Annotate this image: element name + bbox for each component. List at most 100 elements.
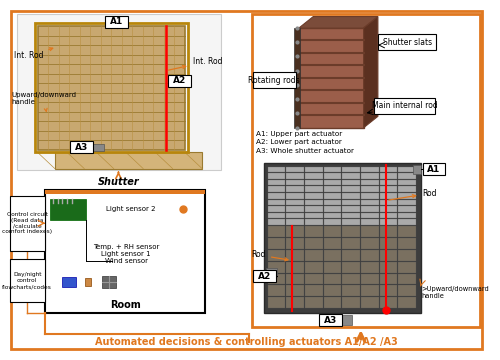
Text: Shutter slats: Shutter slats — [383, 38, 432, 47]
Text: Automated decisions & controlling actuators A1/A2 /A3: Automated decisions & controlling actuat… — [96, 337, 398, 347]
Bar — [268, 274, 285, 284]
Bar — [324, 193, 342, 199]
FancyBboxPatch shape — [378, 34, 436, 50]
FancyBboxPatch shape — [10, 259, 45, 302]
Bar — [324, 250, 342, 261]
Bar — [38, 26, 185, 150]
Bar — [342, 262, 360, 273]
Bar — [380, 173, 398, 179]
Bar — [324, 199, 342, 205]
Bar — [361, 250, 378, 261]
Bar — [361, 180, 378, 185]
Bar — [268, 250, 285, 261]
Text: Control circuit
(Read data
/calculate
comfort indexes): Control circuit (Read data /calculate co… — [2, 212, 52, 234]
FancyBboxPatch shape — [10, 196, 45, 251]
Bar — [380, 193, 398, 199]
Bar — [342, 274, 360, 284]
Bar — [342, 219, 360, 225]
Bar — [268, 167, 285, 172]
Bar — [380, 274, 398, 284]
Bar — [62, 277, 76, 287]
Bar — [339, 315, 352, 325]
Bar — [305, 219, 322, 225]
FancyBboxPatch shape — [168, 75, 190, 87]
Bar — [398, 206, 416, 212]
Bar — [266, 268, 277, 278]
Bar — [264, 163, 420, 313]
Text: Main internal rod: Main internal rod — [372, 102, 438, 111]
Bar — [268, 213, 285, 219]
Bar — [342, 238, 360, 249]
Bar — [286, 297, 304, 308]
Bar — [305, 186, 322, 192]
Bar — [286, 173, 304, 179]
Bar — [268, 193, 285, 199]
Bar — [342, 167, 360, 172]
Bar — [398, 262, 416, 273]
Text: A2: A2 — [172, 76, 186, 85]
Bar — [324, 213, 342, 219]
Polygon shape — [364, 17, 378, 128]
Bar — [93, 144, 104, 152]
Bar — [342, 173, 360, 179]
Bar — [398, 238, 416, 249]
Bar — [342, 180, 360, 185]
Polygon shape — [299, 17, 378, 28]
Bar — [342, 199, 360, 205]
Bar — [380, 180, 398, 185]
Bar — [324, 297, 342, 308]
Bar — [294, 28, 300, 128]
Bar — [286, 285, 304, 296]
Bar — [324, 285, 342, 296]
Bar — [305, 285, 322, 296]
Bar — [268, 186, 285, 192]
Bar — [342, 285, 360, 296]
Bar — [342, 250, 360, 261]
Bar — [361, 186, 378, 192]
Bar — [324, 226, 342, 237]
Bar — [380, 262, 398, 273]
Bar — [361, 285, 378, 296]
Bar — [305, 262, 322, 273]
Bar — [398, 226, 416, 237]
Bar — [380, 238, 398, 249]
Bar — [286, 167, 304, 172]
Bar — [85, 278, 91, 287]
Bar — [286, 199, 304, 205]
Bar — [398, 199, 416, 205]
Bar — [361, 173, 378, 179]
Bar — [286, 180, 304, 185]
Text: A1: A1 — [428, 165, 440, 174]
Bar — [413, 165, 420, 174]
Bar — [102, 276, 116, 288]
Text: A2: Lower part actuator: A2: Lower part actuator — [256, 139, 342, 145]
Text: A2: A2 — [258, 272, 272, 281]
Bar — [299, 28, 364, 128]
Bar — [380, 186, 398, 192]
Bar — [324, 206, 342, 212]
Bar — [268, 297, 285, 308]
Bar — [324, 274, 342, 284]
Bar — [361, 238, 378, 249]
Bar — [35, 23, 188, 152]
Bar — [286, 193, 304, 199]
Bar — [342, 186, 360, 192]
Bar — [268, 206, 285, 212]
Bar — [398, 219, 416, 225]
Bar — [361, 297, 378, 308]
Bar — [305, 193, 322, 199]
Bar — [380, 206, 398, 212]
Bar — [305, 180, 322, 185]
Bar — [268, 180, 285, 185]
Bar — [380, 199, 398, 205]
Bar — [305, 206, 322, 212]
Bar — [361, 226, 378, 237]
Bar — [380, 167, 398, 172]
Bar — [398, 285, 416, 296]
Bar — [268, 285, 285, 296]
Bar — [305, 199, 322, 205]
Bar — [398, 250, 416, 261]
Text: Int. Rod: Int. Rod — [14, 48, 52, 60]
Bar — [361, 219, 378, 225]
Bar — [380, 297, 398, 308]
